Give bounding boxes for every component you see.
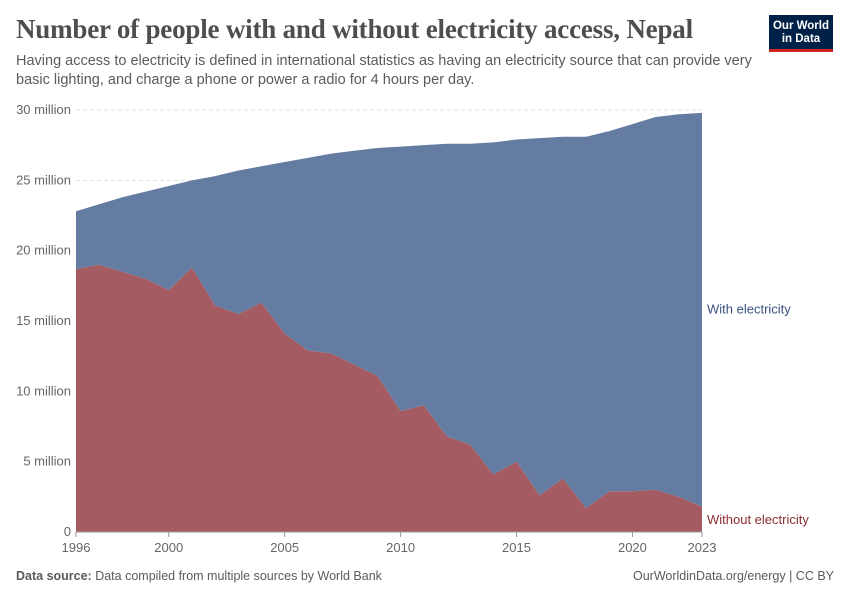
x-tick-label: 2010 bbox=[386, 540, 415, 555]
x-tick-label: 2023 bbox=[688, 540, 717, 555]
x-tick-label: 1996 bbox=[62, 540, 91, 555]
source-text: Data compiled from multiple sources by W… bbox=[91, 569, 382, 583]
y-tick-label: 0 bbox=[64, 524, 71, 539]
y-tick-label: 30 million bbox=[16, 102, 71, 117]
x-tick-label: 2005 bbox=[270, 540, 299, 555]
y-tick-label: 5 million bbox=[23, 454, 71, 469]
chart-subtitle: Having access to electricity is defined … bbox=[16, 53, 752, 88]
series-label[interactable]: With electricity bbox=[707, 302, 791, 317]
credit-link[interactable]: OurWorldinData.org/energy | CC BY bbox=[632, 569, 834, 583]
logo-text: Our World in Data bbox=[772, 20, 829, 45]
source-label: Data source: bbox=[16, 569, 92, 583]
owid-logo[interactable]: Our World in Data bbox=[769, 15, 833, 52]
x-tick-label: 2000 bbox=[154, 540, 183, 555]
x-tick-label: 2015 bbox=[502, 540, 531, 555]
x-tick-label: 2020 bbox=[618, 540, 647, 555]
series-label[interactable]: Without electricity bbox=[707, 512, 809, 527]
data-source: Data source: Data compiled from multiple… bbox=[16, 569, 382, 583]
y-tick-label: 25 million bbox=[16, 172, 71, 187]
y-tick-label: 15 million bbox=[16, 313, 71, 328]
area-without-electricity[interactable] bbox=[76, 264, 702, 532]
y-tick-label: 20 million bbox=[16, 243, 71, 258]
y-tick-label: 10 million bbox=[16, 383, 71, 398]
area-with-electricity[interactable] bbox=[76, 112, 702, 509]
chart-title: Number of people with and without electr… bbox=[16, 14, 693, 44]
